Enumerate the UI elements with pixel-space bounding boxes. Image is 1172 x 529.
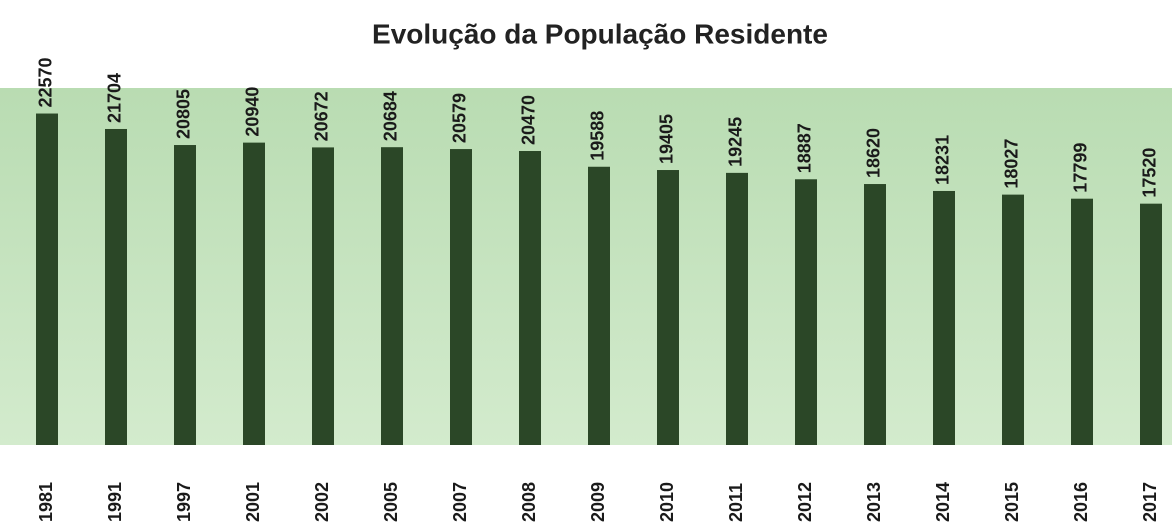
x-tick-label: 2008 — [519, 482, 539, 522]
x-tick-label: 2007 — [450, 482, 470, 522]
value-label: 19405 — [657, 114, 677, 164]
value-label: 18620 — [864, 128, 884, 178]
bar — [36, 113, 58, 445]
x-tick-label: 2011 — [726, 483, 746, 522]
value-label: 20579 — [450, 93, 470, 143]
bar — [450, 149, 472, 445]
x-tick-label: 2009 — [588, 482, 608, 522]
x-tick-label: 1997 — [174, 482, 194, 522]
value-label: 17520 — [1140, 148, 1160, 198]
x-tick-label: 1981 — [36, 482, 56, 522]
bar — [174, 145, 196, 445]
bar — [657, 170, 679, 445]
bar — [588, 166, 610, 445]
bar — [519, 151, 541, 445]
x-tick-label: 2002 — [312, 482, 332, 522]
x-tick-label: 2014 — [933, 482, 953, 522]
chart-title: Evolução da População Residente — [372, 18, 828, 49]
value-label: 18887 — [795, 123, 815, 173]
bar — [1140, 203, 1162, 445]
x-tick-label: 2013 — [864, 482, 884, 522]
x-tick-label: 2015 — [1002, 482, 1022, 522]
value-label: 21704 — [105, 73, 125, 123]
x-tick-label: 2012 — [795, 482, 815, 522]
x-tick-label: 2001 — [243, 482, 263, 522]
value-label: 18027 — [1002, 139, 1022, 189]
bar — [243, 142, 265, 445]
x-tick-label: 1991 — [105, 482, 125, 522]
x-tick-label: 2017 — [1140, 482, 1160, 522]
value-label: 19245 — [726, 117, 746, 167]
bar — [1002, 194, 1024, 445]
bar — [105, 128, 127, 446]
bar — [381, 147, 403, 445]
value-label: 20470 — [519, 95, 539, 145]
value-label: 22570 — [36, 57, 56, 107]
value-label: 18231 — [933, 135, 953, 185]
value-label: 20672 — [312, 91, 332, 141]
bar — [726, 172, 748, 445]
value-label: 17799 — [1071, 143, 1091, 193]
x-tick-label: 2005 — [381, 482, 401, 522]
bar — [864, 184, 886, 445]
x-tick-label: 2010 — [657, 482, 677, 522]
value-label: 20940 — [243, 87, 263, 137]
bar — [933, 190, 955, 445]
value-label: 20805 — [174, 89, 194, 139]
bar — [312, 147, 334, 446]
value-label: 20684 — [381, 91, 401, 141]
bar — [795, 179, 817, 446]
bar — [1071, 198, 1093, 445]
x-tick-label: 2016 — [1071, 482, 1091, 522]
value-label: 19588 — [588, 111, 608, 161]
